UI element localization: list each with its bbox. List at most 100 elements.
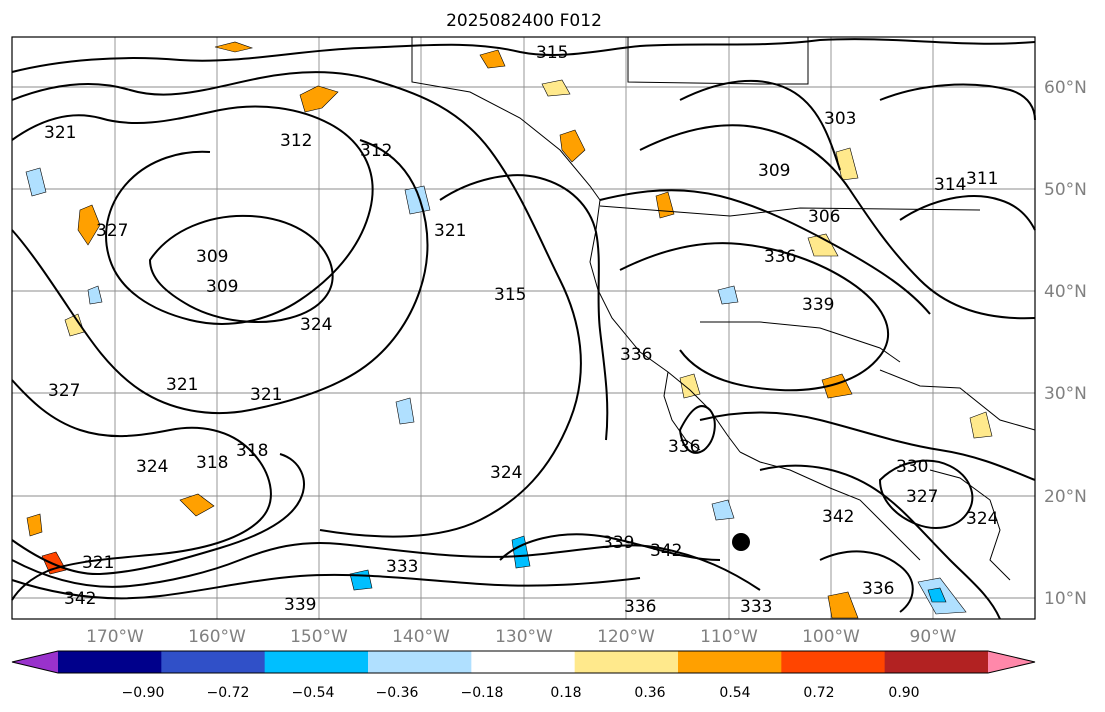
contour-line — [11, 139, 429, 415]
colorbar-extend-max — [988, 651, 1035, 673]
contour-label: 324 — [300, 315, 332, 335]
coastline-west-coast — [589, 199, 741, 453]
shade-patch — [25, 167, 47, 197]
contour-label: 330 — [896, 457, 928, 477]
contour-label: 303 — [824, 109, 856, 129]
shade-patch — [87, 285, 103, 305]
shade-patch — [927, 587, 947, 603]
contour-label: 318 — [196, 453, 228, 473]
lat-label: 60°N — [1044, 78, 1087, 98]
contour-label: 321 — [434, 221, 466, 241]
contour-label: 333 — [386, 557, 418, 577]
contour-label: 333 — [740, 597, 772, 617]
lon-label: 140°W — [392, 627, 450, 647]
contour-label: 327 — [96, 221, 128, 241]
map-background — [12, 37, 1035, 619]
coastlines — [411, 37, 1036, 581]
shade-patch — [395, 397, 415, 425]
contour-line — [599, 189, 931, 315]
colorbar-segment — [161, 651, 266, 673]
contour-line — [699, 411, 1036, 481]
contour-label: 327 — [906, 487, 938, 507]
contour-lines — [11, 38, 1036, 620]
contour-line — [11, 71, 582, 538]
contour-line — [879, 83, 1036, 121]
colorbar-outline — [11, 650, 1036, 674]
shade-patch — [559, 129, 586, 163]
contour-line — [11, 573, 641, 600]
shade-patch — [827, 591, 859, 619]
state-borders — [700, 321, 901, 363]
shade-patch — [711, 499, 735, 521]
contour-label: 324 — [136, 457, 168, 477]
contour-label: 306 — [808, 207, 840, 227]
contour-label: 312 — [360, 141, 392, 161]
colorbar-tick-label: −0.90 — [122, 685, 165, 701]
shade-patch — [41, 551, 67, 575]
lon-label: 100°W — [802, 627, 860, 647]
contour-label: 336 — [668, 437, 700, 457]
contour-labels: 315 321 312 312 309 309 327 321 324 321 … — [44, 43, 998, 617]
border-canada-north — [627, 37, 809, 85]
lat-label: 20°N — [1044, 487, 1087, 507]
shade-patch — [717, 285, 739, 305]
map-frame — [11, 36, 1036, 620]
contour-label: 321 — [166, 375, 198, 395]
shade-patch — [404, 185, 431, 215]
contour-label: 342 — [822, 507, 854, 527]
colorbar-tick-label: −0.18 — [461, 685, 504, 701]
gridlines — [12, 37, 1035, 619]
contour-line — [11, 105, 374, 325]
contour-label: 342 — [650, 541, 682, 561]
colorbar-segment — [58, 651, 162, 673]
colorbar-segment — [368, 651, 472, 673]
shading-patches — [25, 41, 993, 619]
contour-label: 339 — [802, 295, 834, 315]
lon-label: 120°W — [597, 627, 655, 647]
colorbar-tick-label: −0.54 — [292, 685, 335, 701]
coastline-yucatan-area — [929, 469, 1011, 581]
colorbar-tick-label: 0.36 — [634, 685, 665, 701]
contour-label: 342 — [64, 589, 96, 609]
contour-line — [639, 124, 1036, 320]
contour-label: 339 — [602, 533, 634, 553]
coastline-alaska — [411, 37, 601, 201]
contour-label: 321 — [250, 385, 282, 405]
contour-label: 336 — [620, 345, 652, 365]
colorbar-tick-label: −0.72 — [207, 685, 250, 701]
colorbar — [11, 650, 1036, 674]
shade-patch — [835, 147, 859, 181]
contour-label: 321 — [44, 123, 76, 143]
colorbar-extend-min — [12, 651, 58, 673]
contour-label: 336 — [764, 247, 796, 267]
lon-label: 130°W — [495, 627, 553, 647]
contour-label: 309 — [758, 161, 790, 181]
contour-label: 309 — [196, 247, 228, 267]
contour-label: 324 — [490, 463, 522, 483]
contour-line — [11, 38, 1036, 73]
contour-label: 321 — [82, 553, 114, 573]
shade-patch — [541, 79, 571, 97]
colorbar-segment — [678, 651, 782, 673]
colorbar-segment — [574, 651, 679, 673]
colorbar-tick-label: 0.54 — [719, 685, 750, 701]
contour-line — [11, 379, 272, 601]
shade-patch — [214, 41, 254, 53]
lat-label: 50°N — [1044, 180, 1087, 200]
colorbar-tick-labels: −0.90 −0.72 −0.54 −0.36 −0.18 0.18 0.36 … — [122, 685, 920, 701]
shade-patch — [807, 233, 839, 257]
colorbar-segment — [781, 651, 886, 673]
contour-label: 324 — [966, 509, 998, 529]
contour-line — [679, 79, 841, 171]
contour-label: 339 — [284, 595, 316, 615]
lon-label: 170°W — [86, 627, 144, 647]
shade-patch — [179, 493, 215, 517]
chart-title: 2025082400 F012 — [446, 11, 602, 31]
contour-label: 336 — [624, 597, 656, 617]
contour-line — [619, 242, 890, 392]
contour-label: 311 — [966, 169, 998, 189]
lat-label: 40°N — [1044, 282, 1087, 302]
contour-label: 336 — [862, 579, 894, 599]
